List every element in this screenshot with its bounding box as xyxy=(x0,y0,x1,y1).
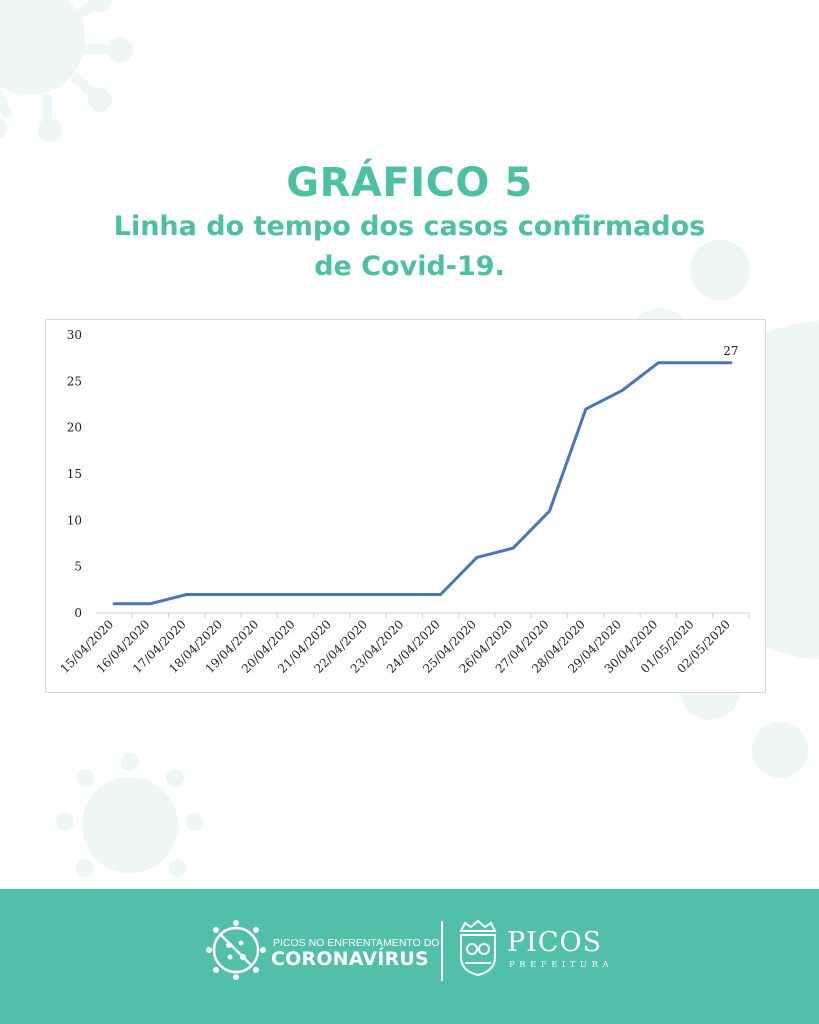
y-tick-label: 15 xyxy=(67,467,82,481)
y-tick-label: 5 xyxy=(74,560,82,574)
virus-decoration-top-left-icon xyxy=(0,0,133,142)
city-crest-icon xyxy=(459,919,497,977)
y-tick-label: 25 xyxy=(67,374,82,388)
campaign-logo: PICOS NO ENFRENTAMENTO DO CORONAVÍRUS xyxy=(205,919,439,981)
crossed-virus-icon xyxy=(206,920,266,980)
series-line xyxy=(112,361,733,606)
footer-bar: PICOS NO ENFRENTAMENTO DO CORONAVÍRUS PI… xyxy=(0,889,819,1024)
city-name: PICOS xyxy=(507,927,603,958)
page-title: GRÁFICO 5 xyxy=(286,160,533,206)
y-tick-label: 10 xyxy=(67,513,82,527)
subtitle-line-2: de Covid-19. xyxy=(314,251,505,282)
virus-decoration-bottom-left-icon xyxy=(56,753,204,877)
y-tick-label: 20 xyxy=(67,421,82,435)
city-logo: PICOS PREFEITURA xyxy=(455,917,635,983)
title-block: GRÁFICO 5 Linha do tempo dos casos confi… xyxy=(0,160,819,286)
line-chart: 05101520253015/04/202016/04/202017/04/20… xyxy=(57,328,750,676)
city-subtitle: PREFEITURA xyxy=(509,960,614,970)
subtitle-line-1: Linha do tempo dos casos confirmados xyxy=(113,211,706,242)
chart-frame: 0 5 10 15 20 25 30 15/04/2020 16/04/2020 17/04/20… xyxy=(45,319,766,693)
campaign-top-text: PICOS NO ENFRENTAMENTO DO xyxy=(273,937,440,949)
data-label: 27 xyxy=(723,344,738,358)
footer-divider xyxy=(441,921,443,981)
y-tick-label: 30 xyxy=(67,328,82,342)
campaign-main-text: CORONAVÍRUS xyxy=(271,948,429,970)
y-tick-label: 0 xyxy=(74,606,82,620)
